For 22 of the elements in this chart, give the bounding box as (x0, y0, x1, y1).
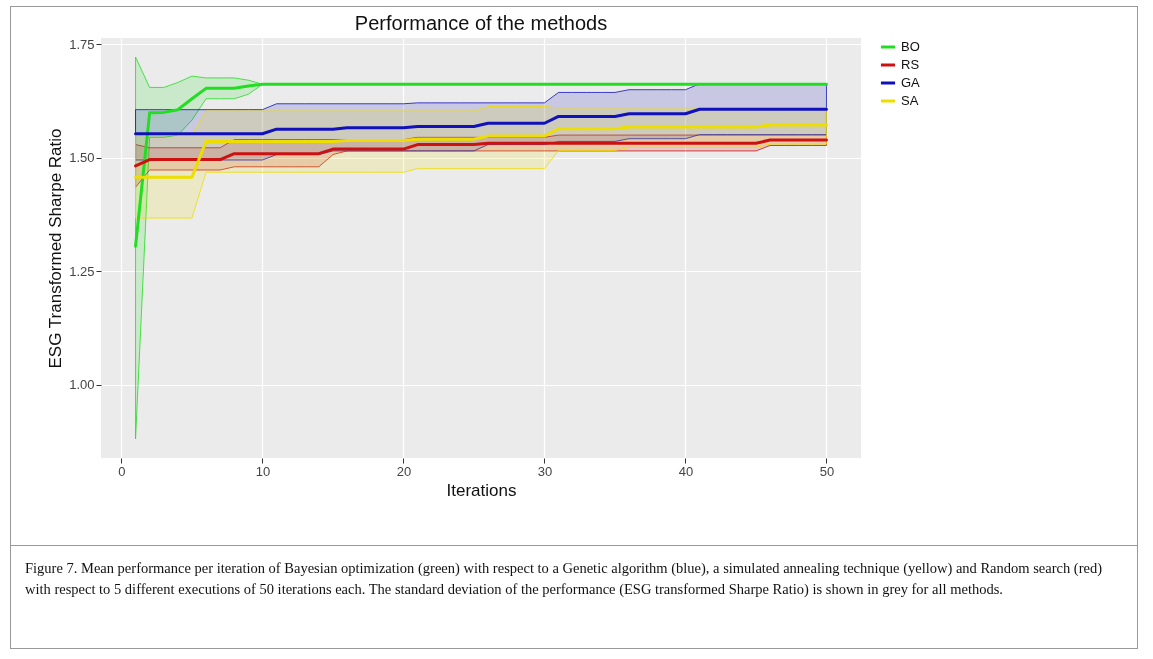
y-tick-label: 1.25 (69, 263, 95, 279)
line-series (134, 107, 828, 136)
x-tick-label: 0 (118, 463, 126, 479)
x-axis-title: Iterations (446, 480, 517, 500)
line-series (134, 138, 828, 168)
x-tick-label: 50 (819, 463, 835, 479)
x-tick-label: 20 (396, 463, 412, 479)
legend-label: SA (901, 93, 919, 108)
legend-label: BO (901, 39, 920, 54)
y-axis-title: ESG Transformed Sharpe Ratio (46, 128, 66, 369)
legend-label: GA (901, 75, 921, 90)
x-tick-label: 10 (255, 463, 271, 479)
y-tick-label: 1.75 (69, 36, 95, 52)
line-series (134, 123, 828, 179)
x-tick-label: 30 (537, 463, 553, 479)
line-series (134, 82, 828, 248)
y-tick-label: 1.50 (69, 150, 95, 166)
chart-title: Performance of the methods (354, 12, 608, 34)
caption: Figure 7. Mean performance per iteration of Bayesian optimization (green) with respect to a Genetic algorithm (blue), a simulated annealing technique (yellow) and Random search (red) with respect to 5 different executions of 50 iterations each. The standard deviation of the performance (ESG transformed Sharpe Ratio) is shown in grey for all methods. (25, 559, 1104, 599)
x-tick-label: 40 (678, 463, 694, 479)
y-tick-label: 1.00 (69, 377, 95, 393)
legend-label: RS (901, 57, 920, 72)
